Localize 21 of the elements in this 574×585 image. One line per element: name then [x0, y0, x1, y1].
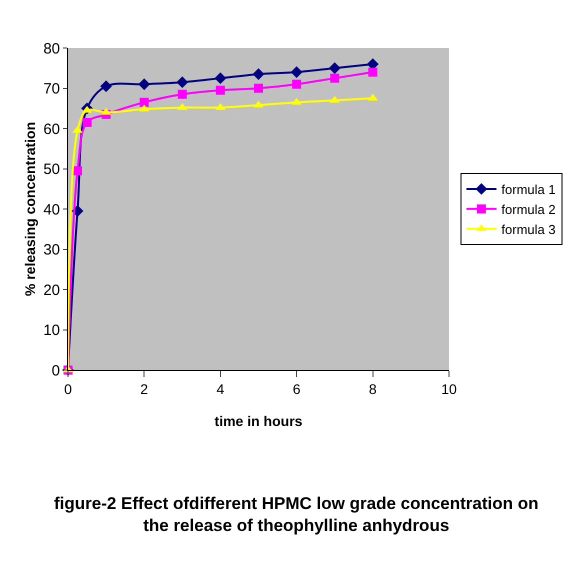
x-tick-label: 6 [292, 380, 301, 397]
y-tick-label: 80 [43, 40, 60, 58]
y-tick-label: 60 [43, 120, 60, 138]
x-tick-label: 2 [140, 380, 148, 397]
x-axis-title: time in hours [214, 413, 303, 430]
y-tick-label: 10 [43, 322, 60, 339]
y-tick-label: 50 [43, 161, 60, 178]
x-tick-label: 0 [64, 380, 72, 397]
x-tick-label: 10 [441, 380, 457, 397]
y-tick-label: 0 [52, 362, 60, 380]
y-tick-label: 40 [43, 201, 60, 218]
y-tick-label: 30 [43, 242, 60, 258]
legend-label: formula 3 [501, 222, 556, 237]
text: figure-2 Effect ofdifferent HPMC low grade concentration on the release of theophylline anhydrous [54, 494, 539, 536]
y-axis-title: % releasing concentration [22, 122, 38, 296]
x-tick-label: 4 [216, 380, 224, 397]
y-tick-label: 20 [43, 282, 60, 299]
y-tick-label: 70 [43, 80, 60, 98]
x-tick-label: 8 [368, 380, 377, 397]
legend-label: formula 2 [501, 202, 556, 217]
legend-label: formula 1 [501, 182, 556, 198]
